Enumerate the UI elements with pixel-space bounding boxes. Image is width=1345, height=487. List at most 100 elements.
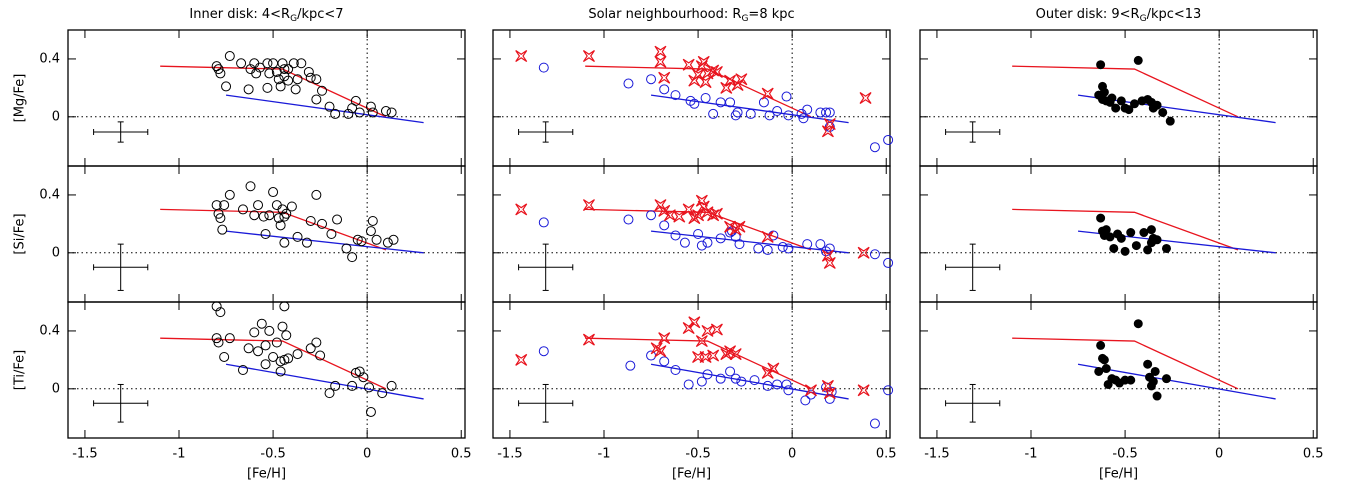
circle-point [696, 240, 707, 251]
circle-point [365, 101, 376, 112]
star-point [515, 50, 528, 63]
circle-point [670, 365, 681, 375]
circle-point [264, 68, 275, 79]
star-point [695, 335, 708, 348]
circle-point [268, 187, 279, 198]
y-tick-label: 0 [52, 381, 60, 396]
panel-frame [67, 29, 466, 167]
circle-point [1101, 364, 1111, 374]
panel-frame [67, 301, 466, 439]
y-axis-label: [Mg/Fe] [13, 74, 28, 123]
circle-point [753, 243, 764, 254]
model-line [585, 208, 812, 251]
circle-point [1146, 381, 1156, 391]
circle-point [646, 74, 657, 85]
star-point [515, 353, 528, 366]
title-subscript: G [741, 14, 748, 24]
circle-point [332, 214, 343, 225]
circle-point [1161, 243, 1171, 253]
circle-point [377, 388, 388, 399]
circle-point [324, 388, 335, 399]
circle-point [700, 93, 711, 103]
x-tick-label: -1.5 [72, 447, 97, 462]
panel: -1.5 -1 -0.5 0 0.5 [Fe/H] [492, 301, 897, 482]
circle-point [772, 106, 783, 117]
panel: -1.5 -1 -0.5 0 0.5 0 0.4 [Fe/H] [Ti/Fe] [13, 301, 472, 482]
circle-point [271, 66, 282, 77]
circle-point [311, 74, 322, 85]
circle-point [215, 68, 226, 79]
circle-point [305, 343, 316, 354]
circle-point [324, 101, 335, 112]
circle-point [365, 406, 376, 417]
circle-point [219, 200, 230, 211]
star-point [695, 194, 708, 207]
panel: -1.5 -1 -0.5 0 0.5 [Fe/H] [919, 301, 1324, 482]
circle-point [1143, 359, 1153, 369]
circle-point [1111, 103, 1121, 113]
circle-point [236, 58, 247, 69]
star-point [729, 348, 742, 361]
circle-point [243, 84, 254, 95]
circle-point [367, 215, 378, 226]
panel-frame [492, 301, 891, 439]
circle-point [685, 95, 696, 106]
panel: Outer disk: 9<RG/kpc<13 [919, 7, 1318, 167]
circle-point [283, 353, 294, 364]
model-line [650, 94, 849, 124]
star-point [733, 220, 746, 233]
title-part: Solar neighbourhood: R [588, 7, 741, 22]
circle-point [1096, 60, 1106, 70]
star-point [654, 55, 667, 68]
circle-point [211, 301, 222, 312]
circle-point [815, 239, 826, 250]
circle-point [869, 142, 880, 153]
y-axis-label: [Si/Fe] [13, 213, 28, 254]
x-tick-label: -1.5 [924, 447, 949, 462]
circle-point [290, 84, 301, 95]
circle-point [292, 74, 303, 85]
circle-point [213, 208, 224, 219]
circle-point [260, 359, 271, 370]
circle-point [386, 380, 397, 391]
panel-title: Outer disk: 9<RG/kpc<13 [1036, 7, 1202, 24]
circle-point [347, 252, 358, 263]
circle-point [1094, 366, 1104, 376]
circle-point [768, 230, 779, 241]
circle-point [883, 134, 894, 145]
panel-frame [67, 165, 466, 303]
circle-point [243, 343, 254, 354]
circle-point [764, 110, 775, 121]
model-line [585, 65, 812, 118]
panel-title: Solar neighbourhood: RG=8 kpc [588, 7, 794, 24]
circle-point [659, 84, 670, 95]
x-axis-label: [Fe/H] [672, 467, 711, 482]
circle-point [364, 382, 375, 393]
circle-point [271, 200, 282, 211]
y-tick-label: 0 [52, 245, 60, 260]
circle-point [253, 200, 264, 211]
circle-point [358, 372, 369, 383]
circle-point [883, 257, 894, 268]
star-point [761, 230, 774, 243]
circle-point [279, 64, 290, 75]
circle-point [356, 236, 367, 247]
x-tick-label: -0.5 [685, 447, 710, 462]
circle-point [679, 237, 690, 248]
x-tick-label: -1.5 [497, 447, 522, 462]
star-point [701, 67, 714, 80]
star-point [761, 366, 774, 379]
circle-point [277, 321, 288, 332]
circle-point [683, 379, 694, 390]
circle-point [283, 75, 294, 86]
x-tick-label: 0 [788, 447, 796, 462]
circle-point [625, 360, 636, 371]
circle-point [783, 385, 794, 396]
circle-point [1109, 243, 1119, 253]
circle-point [213, 64, 224, 75]
circle-point [281, 330, 292, 341]
circle-point [646, 210, 657, 221]
circle-point [350, 95, 361, 106]
x-tick-label: -0.5 [1112, 447, 1137, 462]
